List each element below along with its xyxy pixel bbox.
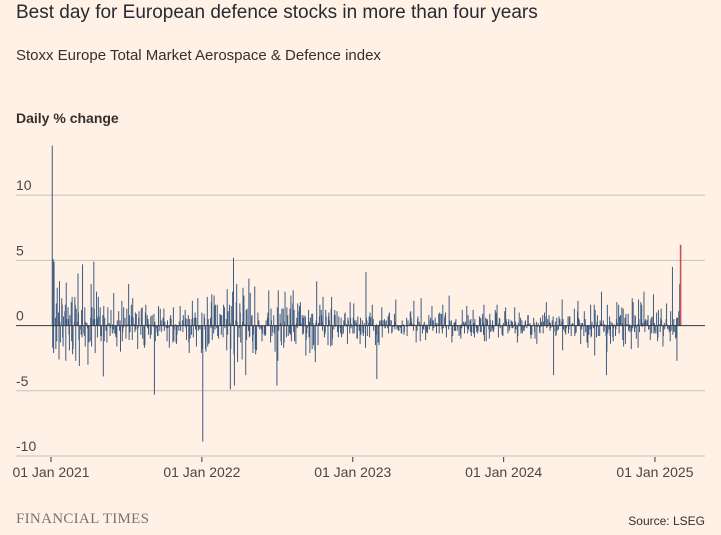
y-tick-label: 5 — [16, 242, 24, 258]
x-tick-label: 01 Jan 2022 — [163, 464, 240, 480]
x-tick-label: 01 Jan 2021 — [12, 464, 89, 480]
y-axis-label: Daily % change — [16, 110, 119, 126]
chart-subtitle: Stoxx Europe Total Market Aerospace & De… — [16, 47, 381, 64]
x-tick-label: 01 Jan 2023 — [314, 464, 391, 480]
ft-logo: FINANCIAL TIMES — [16, 511, 150, 527]
chart-title: Best day for European defence stocks in … — [16, 2, 538, 23]
axes: 10 5 0 -5 -10 01 Jan 2021 01 Jan 2022 01 Jan 20… — [12, 177, 705, 480]
x-tick-label: 01 Jan 2025 — [616, 464, 693, 480]
bar-series — [51, 145, 682, 442]
y-tick-label: 0 — [16, 308, 24, 324]
y-tick-label: -10 — [16, 438, 36, 454]
source-note: Source: LSEG — [628, 514, 705, 528]
x-tick-label: 01 Jan 2024 — [465, 464, 542, 480]
gridlines — [16, 194, 705, 457]
y-tick-label: 10 — [16, 177, 32, 193]
y-tick-label: -5 — [16, 373, 29, 389]
